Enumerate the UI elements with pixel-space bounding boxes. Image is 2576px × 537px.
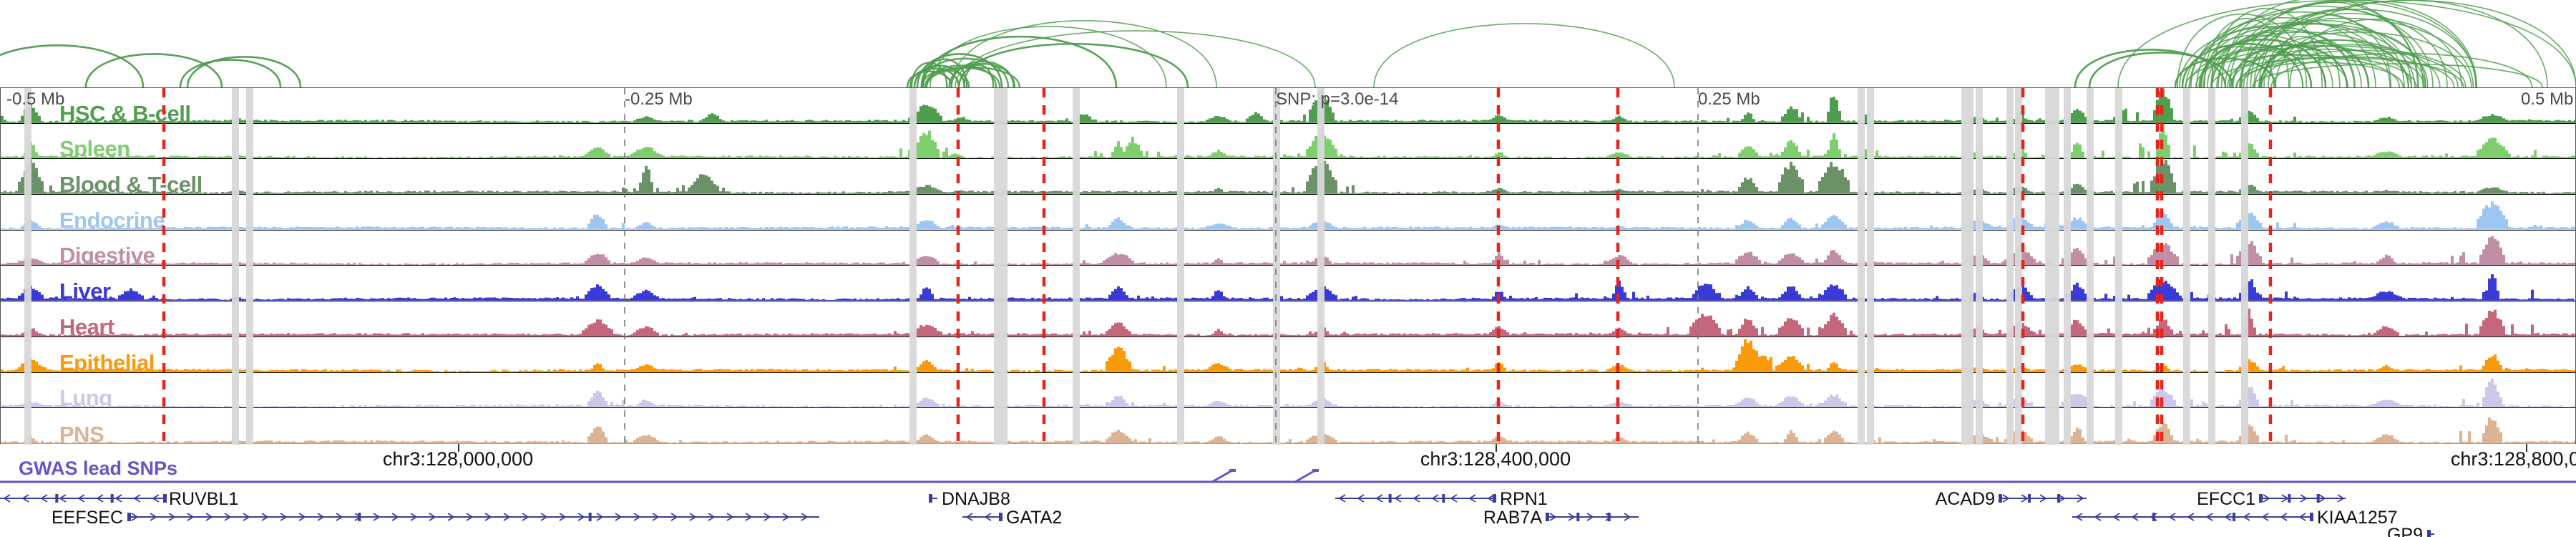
signal-track-row[interactable]: Endocrine — [1, 195, 2575, 231]
signal-histogram — [1, 231, 2575, 266]
coordinate-tick — [1496, 444, 1497, 452]
svg-text:KIAA1257: KIAA1257 — [2317, 508, 2398, 528]
svg-text:EEFSEC: EEFSEC — [52, 508, 123, 528]
signal-histogram — [1, 301, 2575, 337]
signal-histogram — [1, 159, 2575, 195]
svg-text:GATA2: GATA2 — [1006, 508, 1062, 528]
snp-pvalue-annotation: SNP: p=3.0e-14 — [1276, 90, 1399, 109]
coordinate-label: chr3:128,000,000 — [382, 448, 534, 470]
coordinate-label: chr3:128,400,000 — [1420, 448, 1571, 470]
gene-annotation-track[interactable]: RUVBL1 DNAJB8 RPN1 ACAD9 EFCC1 EEFSEC GATA2 RAB… — [0, 487, 2576, 537]
gene-canvas: RUVBL1 DNAJB8 RPN1 ACAD9 EFCC1 EEFSEC GATA2 RAB… — [0, 489, 2434, 537]
signal-track-row[interactable]: Blood & T-cell — [1, 159, 2575, 195]
signal-histogram — [1, 373, 2575, 408]
axis-tick-label: -0.25 Mb — [625, 90, 693, 109]
axis-tick-label: 0.5 Mb — [2521, 90, 2574, 109]
signal-histogram — [1, 195, 2575, 230]
svg-text:RPN1: RPN1 — [1500, 489, 1548, 509]
axis-tick-label: -0.5 Mb — [6, 90, 65, 109]
signal-histogram — [1, 337, 2575, 372]
gwas-track-label: GWAS lead SNPs — [19, 458, 178, 479]
svg-text:RAB7A: RAB7A — [1483, 508, 1542, 528]
signal-track-row[interactable]: Lung — [1, 373, 2575, 409]
coordinate-tick — [458, 444, 459, 452]
signal-histogram — [1, 266, 2575, 301]
gwas-canvas — [0, 469, 2576, 483]
track-rows-container: HSC & B-cell Spleen Blood & T-cell Endocrin… — [1, 88, 2575, 444]
signal-track-row[interactable]: Spleen — [1, 124, 2575, 160]
svg-text:RUVBL1: RUVBL1 — [169, 489, 238, 509]
coordinate-axis: chr3:128,000,000 chr3:128,400,000 chr3:128… — [0, 444, 2576, 474]
arc-canvas — [0, 0, 2576, 87]
signal-track-row[interactable]: Liver — [1, 266, 2575, 302]
axis-tick-label: 0.25 Mb — [1698, 90, 1760, 109]
signal-histogram — [1, 124, 2575, 159]
signal-track-row[interactable]: Epithelial — [1, 337, 2575, 373]
coordinate-tick — [2526, 444, 2527, 452]
chromatin-loop-arc-track — [0, 0, 2576, 87]
signal-histogram — [1, 408, 2575, 444]
signal-track-row[interactable]: PNS — [1, 408, 2575, 444]
svg-text:DNAJB8: DNAJB8 — [942, 489, 1010, 509]
svg-text:EFCC1: EFCC1 — [2197, 489, 2255, 509]
signal-track-row[interactable]: Heart — [1, 301, 2575, 337]
svg-text:GP9: GP9 — [2387, 525, 2423, 537]
coordinate-label: chr3:128,800,000 — [2450, 448, 2576, 470]
gwas-lead-snp-track[interactable]: GWAS lead SNPs — [0, 458, 2576, 490]
signal-track-panel: HSC & B-cell Spleen Blood & T-cell Endocrin… — [0, 87, 2576, 445]
svg-text:ACAD9: ACAD9 — [1936, 489, 1995, 509]
signal-track-row[interactable]: Digestive — [1, 231, 2575, 266]
